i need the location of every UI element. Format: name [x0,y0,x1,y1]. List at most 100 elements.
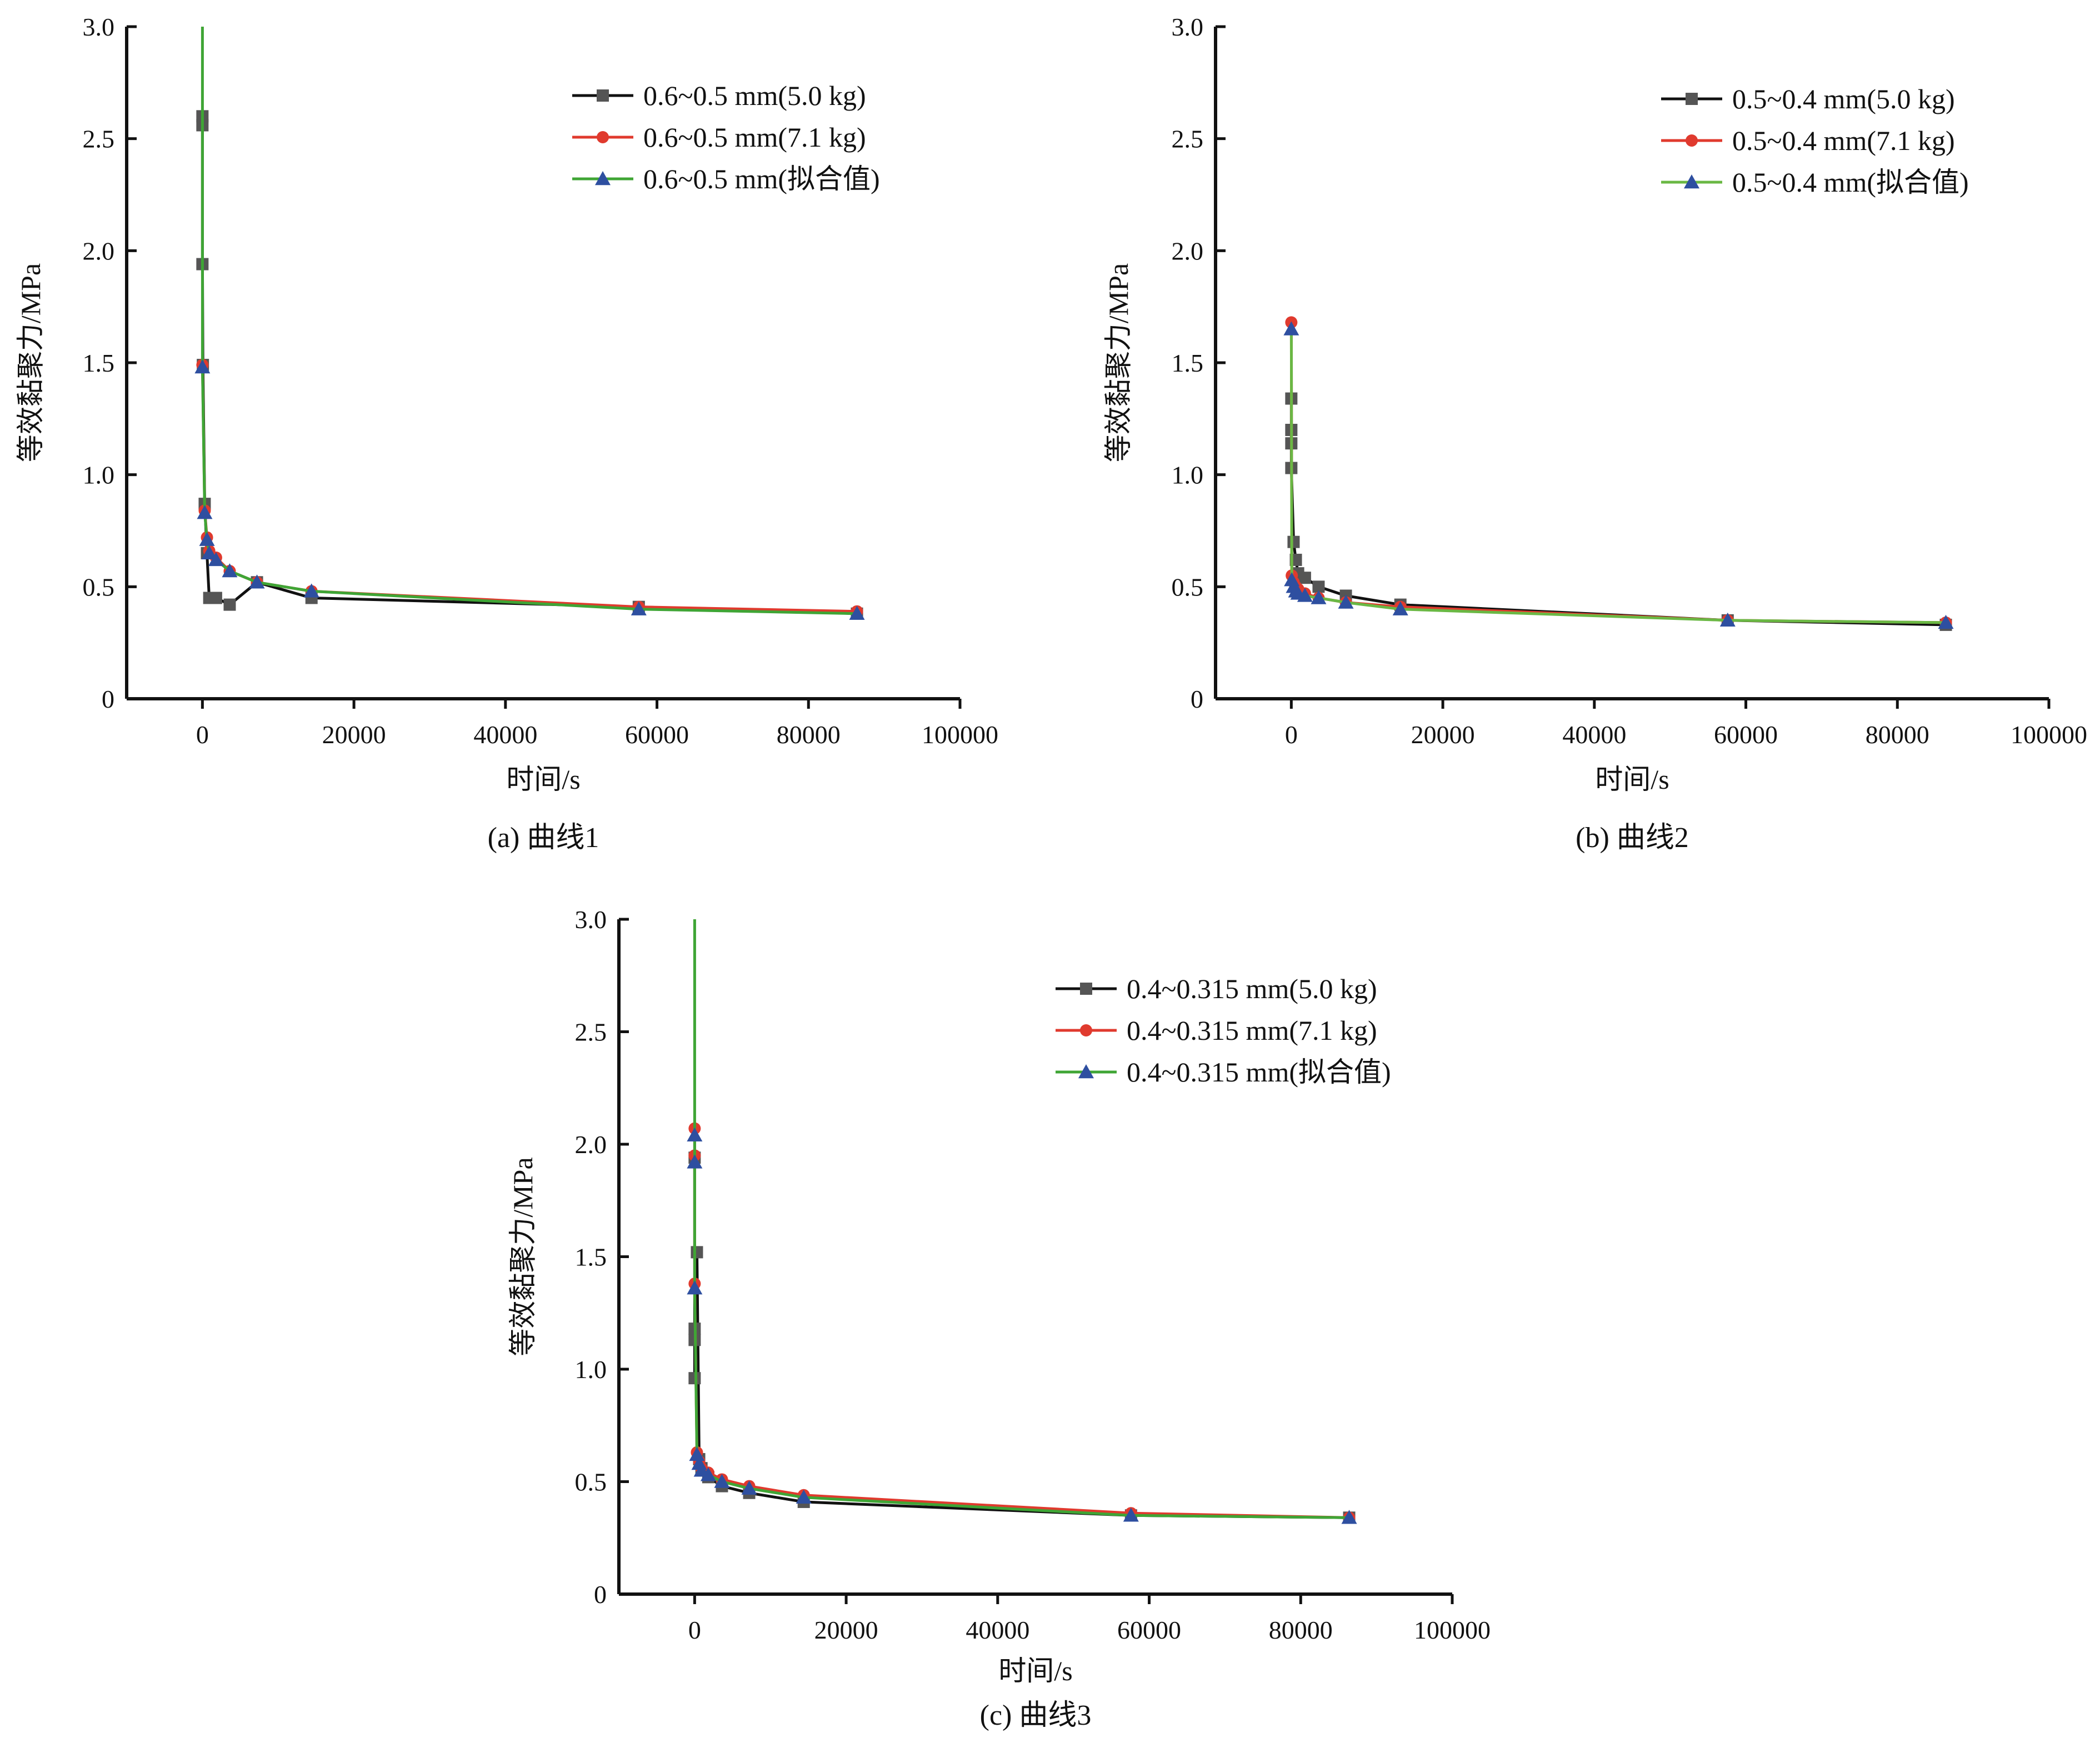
series-line [693,1128,1349,1519]
y-tick-label: 0.5 [575,1468,607,1496]
x-tick-label: 80000 [777,720,841,749]
x-tick-label: 20000 [1411,720,1475,749]
data-point [201,545,217,560]
legend-entry: 0.6~0.5 mm(5.0 kg) [572,80,866,111]
chart-panel-1: 0 0.5 1.0 1.5 2.0 2.5 3.0 0 20000 40000 60000 80000… [15,13,998,854]
y-tick-label: 2.0 [1172,237,1204,265]
data-point [631,601,647,615]
series-3 [687,919,1357,1524]
legend-entry: 0.4~0.315 mm(拟合值) [1056,1056,1391,1088]
legend-marker [597,89,609,102]
y-tick-label: 1.0 [1172,461,1204,489]
y-tick-label: 2.0 [83,237,115,265]
series-line [693,1158,1349,1519]
legend-entry: 0.4~0.315 mm(7.1 kg) [1056,1015,1377,1046]
legend-label: 0.6~0.5 mm(拟合值) [643,163,880,194]
x-tick-label: 40000 [966,1616,1029,1644]
x-axis-title: 时间/s [506,764,580,795]
y-axis-title: 等效黏聚力/MPa [15,263,46,462]
y-tick-label: 0 [1191,685,1203,713]
series-2 [688,1122,1356,1524]
series-1 [688,1151,1356,1524]
y-axis-title: 等效黏聚力/MPa [507,1157,538,1356]
data-point [796,1489,812,1504]
data-point [209,592,222,604]
chart-panel-2: 0 0.5 1.0 1.5 2.0 2.5 3.0 0 20000 40000 60000 80000… [1103,13,2087,854]
data-point [689,1446,705,1461]
y-tick-label: 1.5 [83,349,115,377]
data-point [1287,535,1300,548]
legend-label: 0.4~0.315 mm(7.1 kg) [1127,1015,1377,1046]
x-tick-label: 100000 [1414,1616,1491,1644]
data-point [1298,572,1311,584]
x-tick-label: 40000 [1562,720,1626,749]
series-line [201,27,857,615]
series-3 [194,27,865,620]
x-tick-label: 100000 [922,720,998,749]
x-tick-label: 20000 [814,1616,878,1644]
legend-marker [595,171,611,186]
x-tick-label: 20000 [322,720,386,749]
y-tick-label: 0.5 [83,573,115,601]
chart-caption: (c) 曲线3 [980,1700,1092,1731]
data-point [223,598,236,611]
data-point [687,1154,703,1169]
y-tick-label: 3.0 [1172,13,1204,41]
legend-label: 0.5~0.4 mm(拟合值) [1732,167,1969,198]
legend-label: 0.4~0.315 mm(5.0 kg) [1127,973,1377,1004]
data-point [1719,612,1736,627]
legend-entry: 0.5~0.4 mm(7.1 kg) [1661,125,1955,156]
data-point [691,1246,703,1259]
legend-label: 0.6~0.5 mm(5.0 kg) [643,80,866,111]
data-point [1311,590,1327,604]
y-tick-label: 3.0 [575,905,607,934]
y-tick-label: 1.5 [575,1243,607,1271]
series-line [1289,329,1946,624]
legend-marker [1078,1064,1094,1079]
legend-marker [1080,1024,1092,1036]
data-point [1283,321,1299,335]
legend-marker [1080,983,1092,995]
legend-entry: 0.5~0.4 mm(5.0 kg) [1661,83,1955,114]
series-line [1289,322,1946,624]
x-tick-label: 0 [688,1616,701,1644]
series-line [693,919,1349,1519]
data-point [1341,1510,1357,1524]
chart-caption: (a) 曲线1 [488,822,599,854]
series-2 [1285,316,1952,629]
legend-entry: 0.4~0.315 mm(5.0 kg) [1056,973,1377,1004]
x-axis-title: 时间/s [1595,764,1669,795]
y-tick-label: 1.0 [575,1355,607,1384]
y-tick-label: 2.0 [575,1130,607,1159]
legend-label: 0.5~0.4 mm(5.0 kg) [1732,83,1955,114]
series-2 [196,359,863,618]
data-point [208,552,224,567]
x-tick-label: 40000 [473,720,537,749]
legend-entry: 0.6~0.5 mm(拟合值) [572,163,880,194]
series-line [201,364,857,613]
y-tick-label: 3.0 [83,13,115,41]
data-point [197,505,213,519]
x-tick-label: 0 [1285,720,1298,749]
data-point [714,1474,730,1488]
chart-caption: (b) 曲线2 [1576,822,1689,854]
data-point [1392,601,1408,615]
y-axis-title: 等效黏聚力/MPa [1103,263,1134,462]
series-line [1289,398,1946,627]
legend-label: 0.4~0.315 mm(拟合值) [1127,1056,1391,1088]
legend-marker [1686,134,1698,147]
legend-entry: 0.5~0.4 mm(拟合值) [1661,167,1969,198]
data-point [194,359,211,374]
x-axis-title: 时间/s [998,1655,1072,1686]
x-tick-label: 60000 [625,720,689,749]
y-tick-label: 0 [102,685,114,713]
data-point [1938,614,1954,629]
data-point [687,1127,703,1141]
data-point [1297,588,1313,602]
x-tick-label: 60000 [1714,720,1778,749]
y-tick-label: 2.5 [83,125,115,153]
legend-marker [1684,174,1699,189]
x-tick-label: 60000 [1117,1616,1181,1644]
data-point [741,1480,757,1495]
